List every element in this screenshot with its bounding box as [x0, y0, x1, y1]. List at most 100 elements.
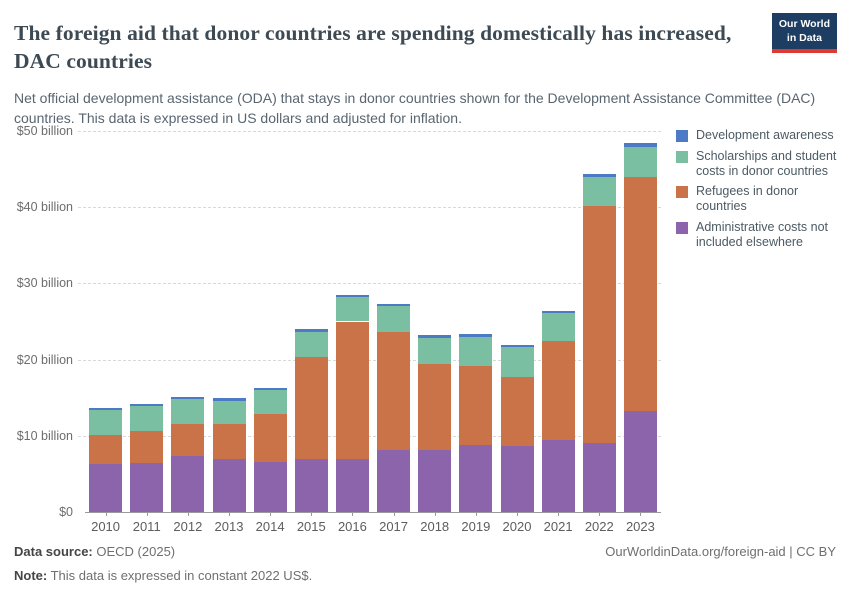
bar-segment-2018[interactable]	[418, 364, 452, 450]
bar-segment-2021[interactable]	[541, 310, 575, 314]
bar-segment-2015[interactable]	[294, 329, 328, 333]
note-line: Note: This data is expressed in constant…	[14, 568, 836, 583]
x-axis-label-2018: 2018	[420, 519, 450, 534]
bar-segment-2011[interactable]	[130, 463, 164, 512]
legend-item-1[interactable]: Scholarships and student costs in donor …	[676, 149, 842, 179]
x-axis-tick-2022	[599, 512, 601, 516]
x-axis-tick-2017	[393, 512, 395, 516]
bar-2017[interactable]	[377, 303, 411, 512]
bar-segment-2010[interactable]	[89, 463, 123, 512]
bar-2018[interactable]	[418, 335, 452, 512]
bar-segment-2018[interactable]	[418, 335, 452, 338]
bar-segment-2022[interactable]	[582, 443, 616, 512]
bar-segment-2018[interactable]	[418, 337, 452, 365]
bar-segment-2014[interactable]	[253, 387, 287, 391]
bar-2022[interactable]	[582, 173, 616, 512]
bar-segment-2021[interactable]	[541, 313, 575, 342]
owid-url-link[interactable]: OurWorldinData.org/foreign-aid | CC BY	[605, 544, 836, 559]
bar-segment-2015[interactable]	[294, 459, 328, 512]
bar-segment-2016[interactable]	[335, 294, 369, 298]
x-axis-label-2017: 2017	[379, 519, 409, 534]
bar-2012[interactable]	[171, 396, 205, 512]
bar-segment-2019[interactable]	[459, 444, 493, 512]
x-axis-label-2012: 2012	[173, 519, 203, 534]
bar-2013[interactable]	[212, 398, 246, 512]
bar-segment-2022[interactable]	[582, 176, 616, 207]
bar-2014[interactable]	[253, 387, 287, 512]
bar-segment-2016[interactable]	[335, 297, 369, 322]
bar-segment-2021[interactable]	[541, 341, 575, 440]
owid-logo-line2: in Data	[786, 31, 822, 44]
legend-item-3[interactable]: Administrative costs not included elsewh…	[676, 220, 842, 250]
bar-2011[interactable]	[130, 403, 164, 512]
x-axis-tick-2021	[558, 512, 560, 516]
bar-segment-2023[interactable]	[623, 143, 657, 147]
y-axis-label-30: $30 billion	[16, 276, 73, 291]
bar-segment-2019[interactable]	[459, 366, 493, 445]
stacked-bar-chart: $0 $10 billion $20 billion $30 billion $40 b…	[0, 120, 850, 542]
bar-segment-2012[interactable]	[171, 396, 205, 400]
x-axis-label-2019: 2019	[461, 519, 491, 534]
bar-2021[interactable]	[541, 310, 575, 512]
bar-segment-2023[interactable]	[623, 410, 657, 512]
bar-segment-2011[interactable]	[130, 403, 164, 407]
bar-segment-2022[interactable]	[582, 206, 616, 444]
bar-segment-2020[interactable]	[500, 347, 534, 378]
bar-segment-2017[interactable]	[377, 449, 411, 512]
legend-label: Scholarships and student costs in donor …	[696, 148, 837, 178]
bar-segment-2016[interactable]	[335, 321, 369, 459]
bar-2015[interactable]	[294, 329, 328, 512]
x-axis-baseline	[85, 512, 661, 513]
bar-segment-2023[interactable]	[623, 147, 657, 178]
owid-logo[interactable]: Our World in Data	[771, 13, 837, 54]
legend-item-0[interactable]: Development awareness	[676, 128, 842, 143]
x-axis-tick-2010	[105, 512, 107, 516]
bar-segment-2012[interactable]	[171, 424, 205, 457]
x-axis-label-2016: 2016	[337, 519, 367, 534]
bar-segment-2020[interactable]	[500, 377, 534, 446]
bar-2023[interactable]	[623, 143, 657, 512]
bar-segment-2015[interactable]	[294, 332, 328, 357]
bar-segment-2023[interactable]	[623, 177, 657, 411]
bar-segment-2011[interactable]	[130, 431, 164, 464]
bar-segment-2019[interactable]	[459, 334, 493, 337]
x-axis-label-2015: 2015	[296, 519, 326, 534]
bar-segment-2011[interactable]	[130, 406, 164, 432]
bar-segment-2010[interactable]	[89, 435, 123, 464]
bar-segment-2016[interactable]	[335, 458, 369, 512]
x-axis-label-2011: 2011	[132, 519, 161, 534]
bar-2016[interactable]	[335, 294, 369, 512]
bar-segment-2013[interactable]	[212, 424, 246, 459]
bar-segment-2020[interactable]	[500, 345, 534, 348]
legend-swatch-icon	[676, 150, 688, 163]
bar-segment-2021[interactable]	[541, 439, 575, 512]
bar-segment-2014[interactable]	[253, 413, 287, 462]
bar-segment-2014[interactable]	[253, 461, 287, 512]
bar-segment-2020[interactable]	[500, 445, 534, 512]
bar-segment-2017[interactable]	[377, 332, 411, 450]
bar-segment-2012[interactable]	[171, 399, 205, 425]
gridline-10	[78, 435, 661, 437]
bar-2019[interactable]	[459, 334, 493, 512]
legend-item-2[interactable]: Refugees in donor countries	[676, 184, 842, 214]
y-axis-label-20: $20 billion	[16, 352, 73, 367]
bar-segment-2017[interactable]	[377, 306, 411, 333]
bar-segment-2010[interactable]	[89, 409, 123, 436]
x-axis-tick-2016	[352, 512, 354, 516]
chart-subtitle: Net official development assistance (ODA…	[14, 90, 816, 127]
bar-segment-2013[interactable]	[212, 400, 246, 425]
gridline-30	[78, 283, 661, 285]
bar-segment-2018[interactable]	[418, 449, 452, 512]
bar-segment-2019[interactable]	[459, 336, 493, 367]
bar-segment-2012[interactable]	[171, 456, 205, 512]
bar-segment-2022[interactable]	[582, 173, 616, 177]
bar-segment-2010[interactable]	[89, 407, 123, 410]
bar-segment-2013[interactable]	[212, 458, 246, 512]
bar-segment-2015[interactable]	[294, 356, 328, 460]
bar-segment-2013[interactable]	[212, 398, 246, 401]
bar-segment-2017[interactable]	[377, 303, 411, 307]
bar-2020[interactable]	[500, 345, 534, 512]
bar-segment-2014[interactable]	[253, 390, 287, 414]
bar-2010[interactable]	[89, 407, 123, 512]
